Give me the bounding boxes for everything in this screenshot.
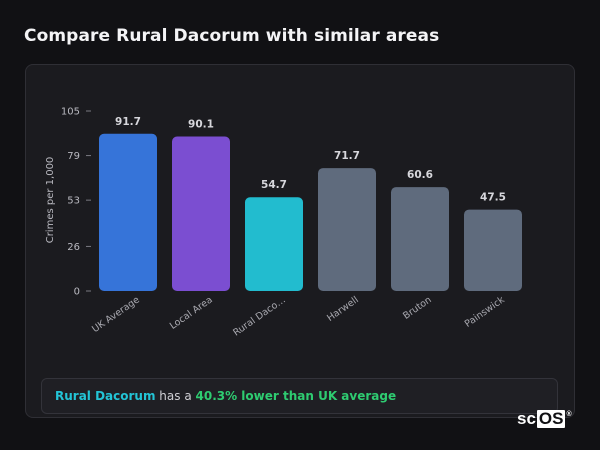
- y-tick-label: 105: [61, 107, 80, 118]
- summary-difference: 40.3% lower than UK average: [195, 389, 397, 403]
- bar-value-label: 90.1: [188, 119, 214, 131]
- bar-bruton[interactable]: [391, 187, 449, 291]
- x-category-label: UK Average: [90, 294, 142, 335]
- x-category-label: Harwell: [325, 294, 361, 324]
- bar-value-label: 54.7: [261, 179, 287, 191]
- x-category-label: Painswick: [463, 294, 507, 330]
- bar-local-area[interactable]: [172, 136, 230, 291]
- y-tick-label: 79: [67, 151, 80, 162]
- logo-text: sc: [517, 409, 536, 428]
- y-tick-label: 26: [67, 242, 80, 253]
- bar-value-label: 91.7: [115, 116, 141, 128]
- bar-painswick[interactable]: [464, 209, 522, 291]
- summary-middle-text: has a: [155, 389, 196, 403]
- bar-rural-dacorum[interactable]: [245, 197, 303, 291]
- x-category-label: Local Area: [168, 294, 215, 331]
- scos-logo: sc OS ®: [517, 409, 572, 429]
- bar-uk-average[interactable]: [99, 133, 157, 291]
- y-tick-label: 0: [74, 287, 80, 298]
- summary-area-name: Rural Dacorum: [55, 389, 156, 403]
- logo-highlight: OS: [536, 409, 566, 428]
- bar-value-label: 71.7: [334, 150, 360, 162]
- bar-value-label: 47.5: [480, 192, 506, 204]
- bar-value-label: 60.6: [407, 169, 433, 181]
- y-tick-label: 53: [67, 196, 80, 207]
- y-axis-label: Crimes per 1,000: [45, 157, 56, 244]
- logo-registered-mark: ®: [566, 410, 572, 418]
- bar-harwell[interactable]: [318, 168, 376, 291]
- page-title: Compare Rural Dacorum with similar areas: [24, 26, 440, 46]
- comparison-summary: Rural Dacorum has a 40.3% lower than UK …: [41, 378, 558, 414]
- x-category-label: Bruton: [401, 294, 434, 321]
- x-category-label: Rural Daco…: [231, 294, 287, 338]
